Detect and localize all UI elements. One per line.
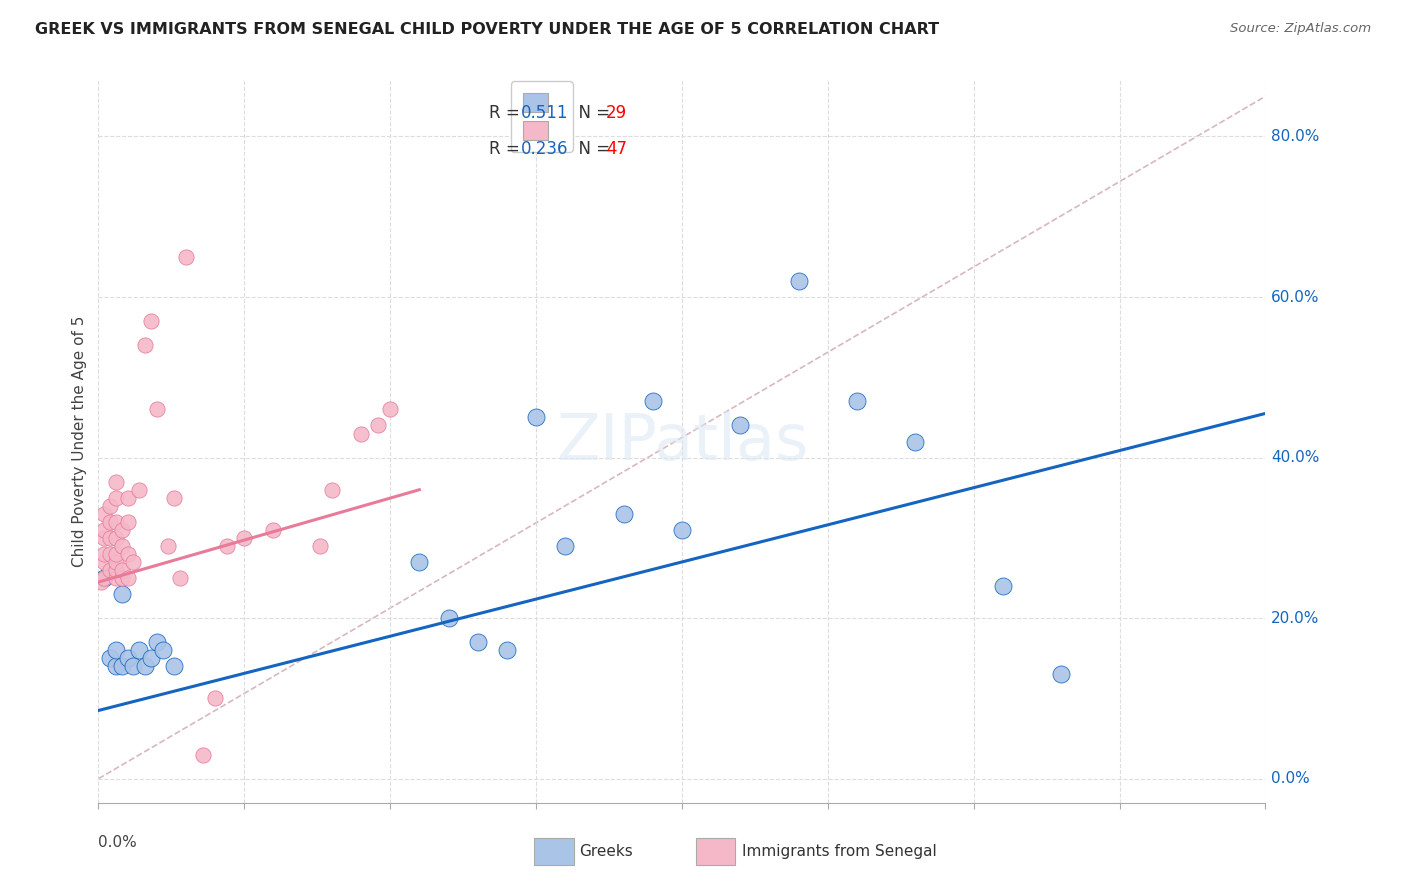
Text: 20.0%: 20.0% xyxy=(1271,611,1320,625)
Point xyxy=(117,515,139,529)
Point xyxy=(139,314,162,328)
Text: Greeks: Greeks xyxy=(579,845,633,859)
Point xyxy=(554,539,576,553)
Point xyxy=(98,547,121,561)
Point xyxy=(1050,667,1073,681)
Point xyxy=(93,507,115,521)
Point xyxy=(787,274,810,288)
Point xyxy=(104,563,127,577)
Text: R =: R = xyxy=(489,103,526,122)
Point xyxy=(117,491,139,505)
Point xyxy=(152,643,174,657)
Point xyxy=(111,587,134,601)
Point xyxy=(104,555,127,569)
Text: Source: ZipAtlas.com: Source: ZipAtlas.com xyxy=(1230,22,1371,36)
Point xyxy=(111,539,134,553)
Point xyxy=(98,651,121,665)
Point xyxy=(90,574,112,589)
Text: 80.0%: 80.0% xyxy=(1271,129,1320,144)
Point xyxy=(350,426,373,441)
Point xyxy=(367,418,389,433)
Point xyxy=(93,523,115,537)
Point xyxy=(111,563,134,577)
Point xyxy=(146,402,169,417)
Point xyxy=(128,643,150,657)
Point xyxy=(134,659,156,673)
Point xyxy=(104,643,127,657)
Point xyxy=(122,659,145,673)
Text: 0.511: 0.511 xyxy=(520,103,568,122)
Point xyxy=(169,571,191,585)
Point xyxy=(309,539,332,553)
Text: 0.236: 0.236 xyxy=(520,140,568,158)
Point xyxy=(146,635,169,649)
Text: 0.0%: 0.0% xyxy=(1271,772,1310,786)
Point xyxy=(104,659,127,673)
Point xyxy=(104,571,127,585)
Point xyxy=(671,523,693,537)
Point xyxy=(641,394,664,409)
Point xyxy=(98,531,121,545)
Point xyxy=(93,547,115,561)
Point xyxy=(467,635,489,649)
Point xyxy=(496,643,519,657)
Point xyxy=(163,659,186,673)
Point xyxy=(104,547,127,561)
Point xyxy=(117,651,139,665)
Point xyxy=(846,394,869,409)
Point xyxy=(93,531,115,545)
Text: 47: 47 xyxy=(606,140,627,158)
Point xyxy=(104,491,127,505)
Text: ZIPatlas: ZIPatlas xyxy=(555,410,808,473)
Point xyxy=(157,539,180,553)
Point xyxy=(524,410,547,425)
Text: R =: R = xyxy=(489,140,526,158)
Text: GREEK VS IMMIGRANTS FROM SENEGAL CHILD POVERTY UNDER THE AGE OF 5 CORRELATION CH: GREEK VS IMMIGRANTS FROM SENEGAL CHILD P… xyxy=(35,22,939,37)
Point xyxy=(215,539,238,553)
Point xyxy=(117,571,139,585)
Y-axis label: Child Poverty Under the Age of 5: Child Poverty Under the Age of 5 xyxy=(72,316,87,567)
Point xyxy=(111,659,134,673)
Text: 29: 29 xyxy=(606,103,627,122)
Point xyxy=(117,547,139,561)
Point xyxy=(93,555,115,569)
Point xyxy=(139,651,162,665)
Point xyxy=(134,338,156,352)
Legend: , : , xyxy=(510,81,572,152)
Point xyxy=(163,491,186,505)
Point xyxy=(233,531,256,545)
Point xyxy=(262,523,284,537)
Point xyxy=(122,555,145,569)
Text: 0.0%: 0.0% xyxy=(98,835,138,850)
Point xyxy=(904,434,927,449)
Point xyxy=(111,571,134,585)
Text: N =: N = xyxy=(568,140,614,158)
Text: Immigrants from Senegal: Immigrants from Senegal xyxy=(742,845,938,859)
Text: 60.0%: 60.0% xyxy=(1271,290,1320,304)
Point xyxy=(730,418,752,433)
Point xyxy=(612,507,634,521)
Point xyxy=(321,483,343,497)
Point xyxy=(93,571,115,585)
Point xyxy=(111,523,134,537)
Point xyxy=(408,555,430,569)
Point xyxy=(204,691,226,706)
Point xyxy=(437,611,460,625)
Point xyxy=(98,499,121,513)
Point xyxy=(128,483,150,497)
Point xyxy=(93,571,115,585)
Point xyxy=(104,531,127,545)
Point xyxy=(174,250,197,264)
Point xyxy=(193,747,215,762)
Text: 40.0%: 40.0% xyxy=(1271,450,1320,465)
Point xyxy=(104,475,127,489)
Text: N =: N = xyxy=(568,103,614,122)
Point xyxy=(98,515,121,529)
Point xyxy=(991,579,1014,593)
Point xyxy=(380,402,402,417)
Point xyxy=(104,515,127,529)
Point xyxy=(98,563,121,577)
